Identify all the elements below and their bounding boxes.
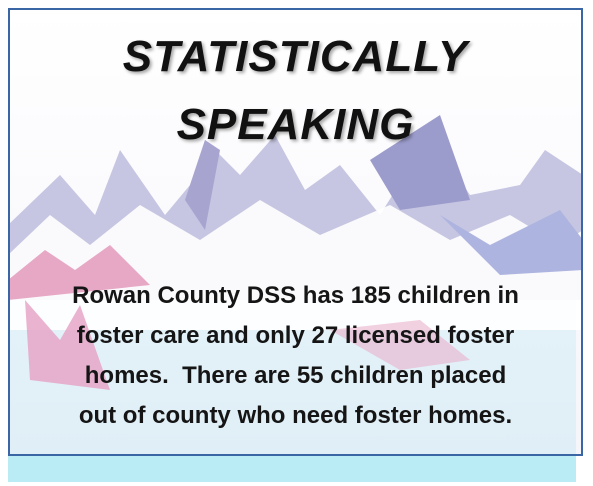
body-line: foster care and only 27 licensed foster	[8, 322, 583, 350]
page: STATISTICALLY SPEAKING Rowan County DSS …	[0, 0, 593, 486]
title-line: SPEAKING	[8, 100, 583, 150]
body-line: out of county who need foster homes.	[8, 402, 583, 430]
body-line: Rowan County DSS has 185 children in	[8, 282, 583, 310]
title-line: STATISTICALLY	[8, 32, 583, 82]
body-line: homes. There are 55 children placed	[8, 362, 583, 390]
